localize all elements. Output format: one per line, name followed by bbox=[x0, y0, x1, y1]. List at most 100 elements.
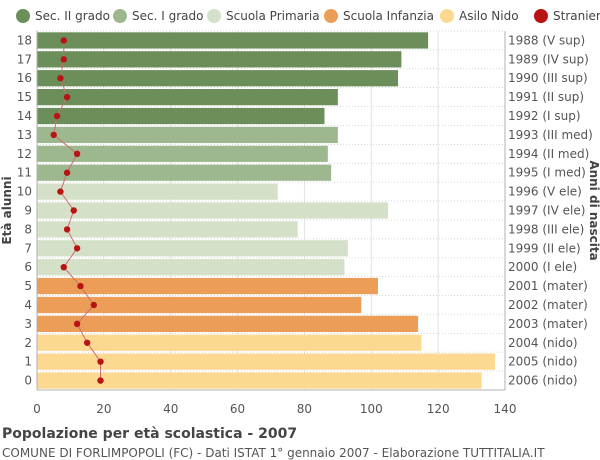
x-tick-label: 60 bbox=[230, 402, 245, 416]
year-tick-label: 1996 (V ele) bbox=[508, 185, 582, 199]
bar bbox=[37, 353, 495, 370]
x-tick-label: 140 bbox=[494, 402, 517, 416]
stranieri-point bbox=[70, 207, 77, 214]
x-tick-label: 20 bbox=[96, 402, 111, 416]
year-tick-label: 1994 (II med) bbox=[508, 147, 589, 161]
stranieri-point bbox=[90, 301, 98, 309]
legend-swatch bbox=[207, 9, 221, 23]
year-tick-label: 2006 (nido) bbox=[508, 374, 578, 388]
year-tick-label: 1990 (III sup) bbox=[508, 71, 588, 85]
legend-label: Scuola Infanzia bbox=[343, 9, 434, 23]
age-tick-label: 1 bbox=[24, 355, 32, 369]
stranieri-point bbox=[97, 358, 104, 365]
stranieri-point bbox=[63, 226, 71, 233]
stranieri-point bbox=[77, 282, 84, 290]
year-tick-label: 1988 (V sup) bbox=[508, 33, 585, 47]
stranieri-point bbox=[97, 377, 104, 384]
year-tick-label: 1993 (III med) bbox=[508, 128, 593, 142]
legend-item: Stranieri bbox=[534, 6, 600, 26]
stranieri-point bbox=[53, 112, 61, 120]
year-tick-label: 2005 (nido) bbox=[508, 355, 578, 369]
year-tick-label: 2003 (mater) bbox=[508, 317, 588, 331]
stranieri-point bbox=[73, 245, 81, 252]
year-tick-label: 2004 (nido) bbox=[508, 336, 578, 350]
stranieri-point bbox=[57, 188, 64, 195]
bar bbox=[37, 259, 345, 276]
stranieri-point bbox=[63, 93, 71, 101]
bar bbox=[37, 372, 482, 389]
year-tick-label: 2002 (mater) bbox=[508, 298, 588, 312]
age-tick-label: 7 bbox=[24, 241, 32, 255]
year-tick-label: 1999 (II ele) bbox=[508, 241, 581, 255]
stranieri-point bbox=[57, 75, 64, 82]
x-tick-label: 0 bbox=[33, 402, 41, 416]
stranieri-point bbox=[83, 339, 91, 346]
year-tick-label: 1991 (II sup) bbox=[508, 90, 584, 104]
age-tick-label: 13 bbox=[17, 128, 32, 142]
bar bbox=[37, 202, 388, 219]
legend-item: Asilo Nido bbox=[440, 6, 519, 26]
year-tick-label: 1997 (IV ele) bbox=[508, 204, 585, 218]
legend-label: Scuola Primaria bbox=[226, 9, 320, 23]
legend-label: Stranieri bbox=[553, 9, 600, 23]
stranieri-point bbox=[50, 131, 57, 139]
legend-label: Sec. II grado bbox=[35, 9, 110, 23]
year-tick-label: 1998 (III ele) bbox=[508, 222, 584, 236]
bar bbox=[37, 277, 378, 295]
age-tick-label: 6 bbox=[24, 260, 32, 274]
bar bbox=[37, 145, 328, 162]
bar bbox=[37, 107, 325, 125]
age-tick-label: 17 bbox=[17, 52, 32, 66]
year-tick-label: 2000 (I ele) bbox=[508, 260, 577, 274]
stranieri-point bbox=[60, 56, 67, 63]
legend-swatch bbox=[113, 9, 127, 23]
legend-item: Scuola Infanzia bbox=[324, 6, 434, 26]
bar bbox=[37, 32, 429, 49]
bar bbox=[37, 240, 348, 257]
legend-label: Asilo Nido bbox=[459, 9, 519, 23]
age-tick-label: 11 bbox=[17, 166, 32, 180]
age-tick-label: 15 bbox=[17, 90, 32, 104]
stranieri-point bbox=[73, 150, 81, 158]
year-tick-label: 1992 (I sup) bbox=[508, 109, 581, 123]
bar bbox=[37, 183, 278, 200]
bar bbox=[37, 51, 402, 68]
age-tick-label: 2 bbox=[24, 336, 32, 350]
x-tick-label: 40 bbox=[163, 402, 178, 416]
year-tick-label: 2001 (mater) bbox=[508, 279, 588, 293]
bar bbox=[37, 296, 362, 314]
age-tick-label: 8 bbox=[24, 222, 32, 236]
bar bbox=[37, 315, 419, 332]
legend-swatch bbox=[324, 9, 338, 23]
legend-item: Sec. I grado bbox=[113, 6, 203, 26]
legend-swatch bbox=[16, 9, 30, 23]
stranieri-point bbox=[60, 263, 67, 271]
age-tick-label: 10 bbox=[17, 185, 32, 199]
bar bbox=[37, 164, 332, 181]
legend-item: Scuola Primaria bbox=[207, 6, 320, 26]
x-tick-label: 80 bbox=[297, 402, 312, 416]
age-tick-label: 16 bbox=[17, 71, 32, 85]
legend-swatch bbox=[534, 9, 548, 23]
chart-title: Popolazione per età scolastica - 2007 bbox=[2, 426, 298, 442]
year-tick-label: 1989 (IV sup) bbox=[508, 52, 589, 66]
legend-swatch bbox=[440, 9, 454, 23]
age-tick-label: 5 bbox=[24, 279, 32, 293]
bar bbox=[37, 89, 338, 106]
bar bbox=[37, 126, 338, 144]
chart-subtitle: COMUNE DI FORLIMPOPOLI (FC) - Dati ISTAT… bbox=[2, 446, 545, 460]
x-tick-label: 120 bbox=[427, 402, 450, 416]
x-tick-label: 100 bbox=[360, 402, 383, 416]
age-tick-label: 3 bbox=[24, 317, 32, 331]
age-tick-label: 12 bbox=[17, 147, 32, 161]
age-tick-label: 18 bbox=[17, 33, 32, 47]
legend-label: Sec. I grado bbox=[132, 9, 204, 23]
age-tick-label: 9 bbox=[24, 204, 32, 218]
y-axis-right-title: Anni di nascita bbox=[587, 160, 600, 260]
stranieri-point bbox=[73, 320, 81, 328]
year-tick-label: 1995 (I med) bbox=[508, 166, 586, 180]
stranieri-point bbox=[63, 169, 71, 176]
stranieri-point bbox=[60, 37, 67, 44]
